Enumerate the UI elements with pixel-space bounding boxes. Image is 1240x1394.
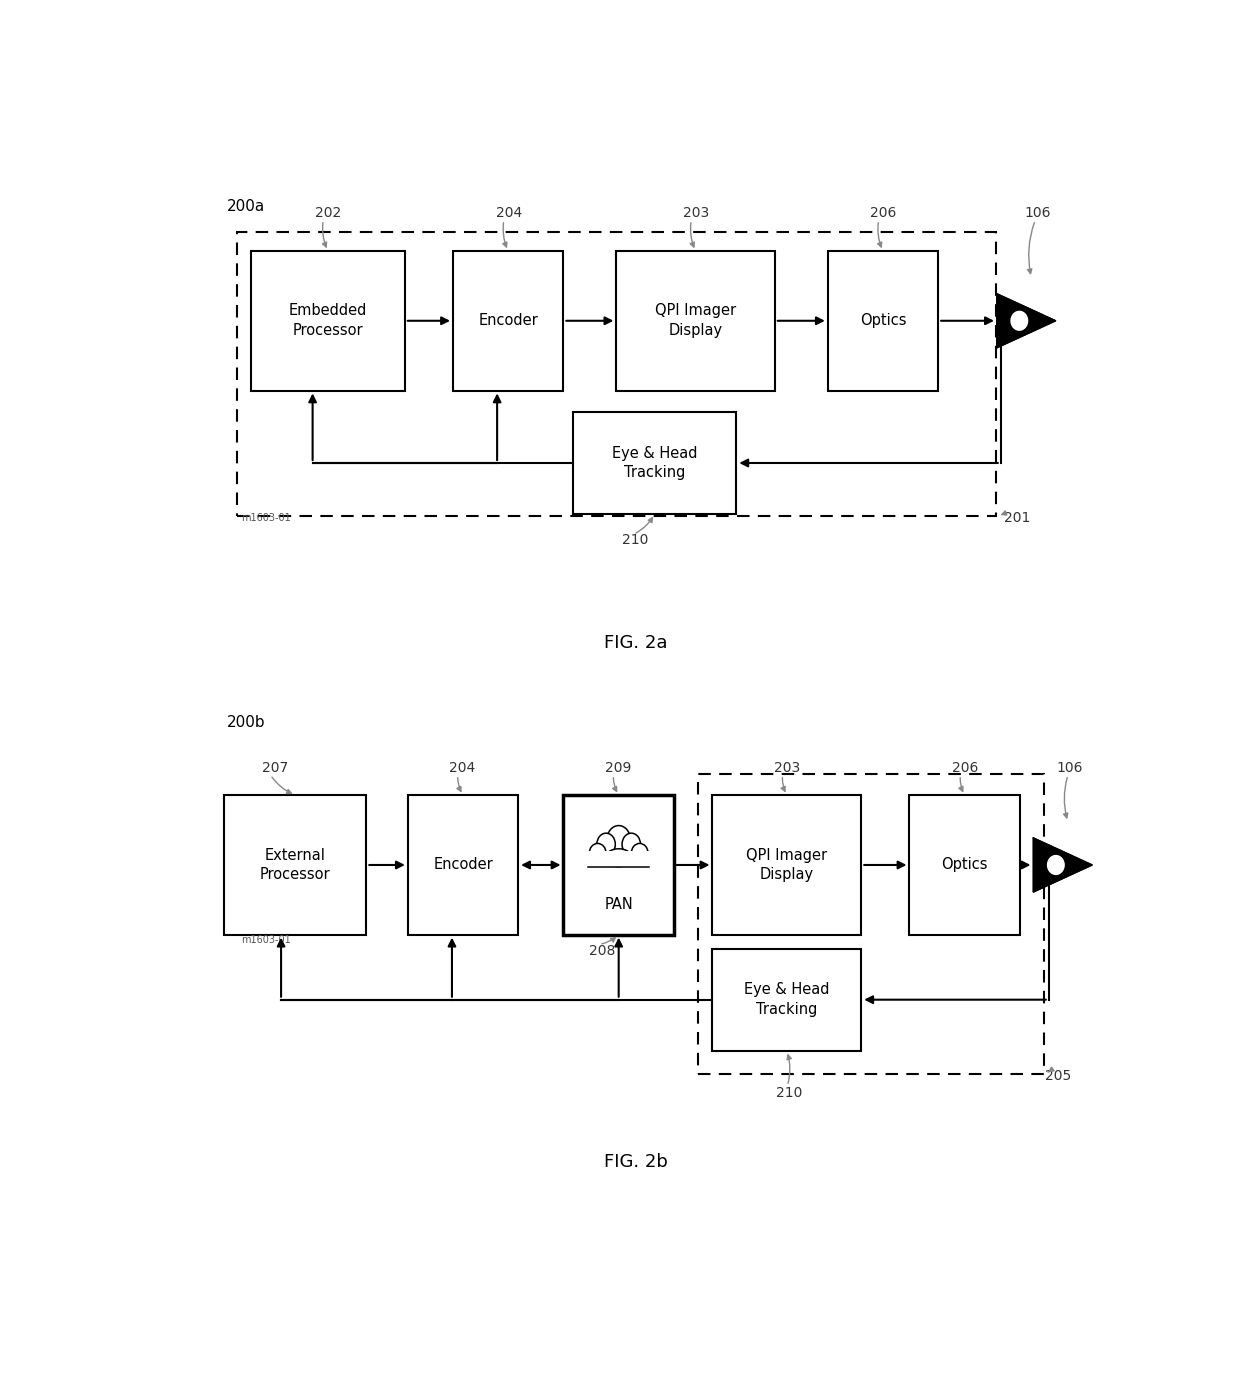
Text: 203: 203 [683,206,709,220]
Bar [712,795,862,935]
Text: 204: 204 [496,206,522,220]
Text: Optics: Optics [941,857,988,873]
Ellipse shape [589,843,606,863]
Circle shape [1009,309,1029,332]
Text: 106: 106 [1056,761,1083,775]
Text: Eye & Head
Tracking: Eye & Head Tracking [744,983,830,1018]
Text: Embedded
Processor: Embedded Processor [289,304,367,339]
Text: 210: 210 [776,1086,802,1100]
Ellipse shape [631,843,649,863]
Text: m1603-01: m1603-01 [242,513,291,523]
Text: m1603-01: m1603-01 [242,935,291,945]
Text: Eye & Head
Tracking: Eye & Head Tracking [613,446,697,481]
Text: 205: 205 [1045,1069,1071,1083]
Text: PAN: PAN [604,896,634,912]
Bar [453,251,563,390]
Bar [224,795,367,935]
Bar [250,251,404,390]
Text: Encoder: Encoder [433,857,492,873]
Text: FIG. 2a: FIG. 2a [604,634,667,652]
Text: 207: 207 [262,761,288,775]
Text: 200b: 200b [227,715,265,729]
Text: Optics: Optics [859,314,906,328]
Ellipse shape [596,834,615,856]
Text: 204: 204 [449,761,476,775]
Ellipse shape [606,825,630,855]
Bar [573,413,737,514]
Text: 202: 202 [315,206,341,220]
Ellipse shape [605,849,632,867]
Polygon shape [1033,838,1092,892]
Text: FIG. 2b: FIG. 2b [604,1153,667,1171]
Bar [909,795,1019,935]
Text: 209: 209 [605,761,631,775]
Text: 206: 206 [870,206,897,220]
Text: 203: 203 [774,761,801,775]
Bar [712,949,862,1051]
Text: 206: 206 [952,761,978,775]
Bar [828,251,939,390]
Polygon shape [997,294,1055,348]
Text: Encoder: Encoder [479,314,538,328]
Text: QPI Imager
Display: QPI Imager Display [655,304,737,339]
Text: QPI Imager
Display: QPI Imager Display [746,848,827,882]
Text: 208: 208 [589,944,615,958]
Circle shape [1047,855,1065,875]
Text: 106: 106 [1024,206,1050,220]
Bar [408,795,518,935]
Bar [588,850,650,867]
Text: 200a: 200a [227,199,265,215]
Ellipse shape [622,834,641,856]
Bar [698,774,1044,1075]
Bar [616,251,775,390]
Bar [237,231,996,516]
Bar [563,795,675,935]
Text: External
Processor: External Processor [260,848,331,882]
Text: 201: 201 [1004,512,1030,526]
Text: 210: 210 [622,533,649,546]
